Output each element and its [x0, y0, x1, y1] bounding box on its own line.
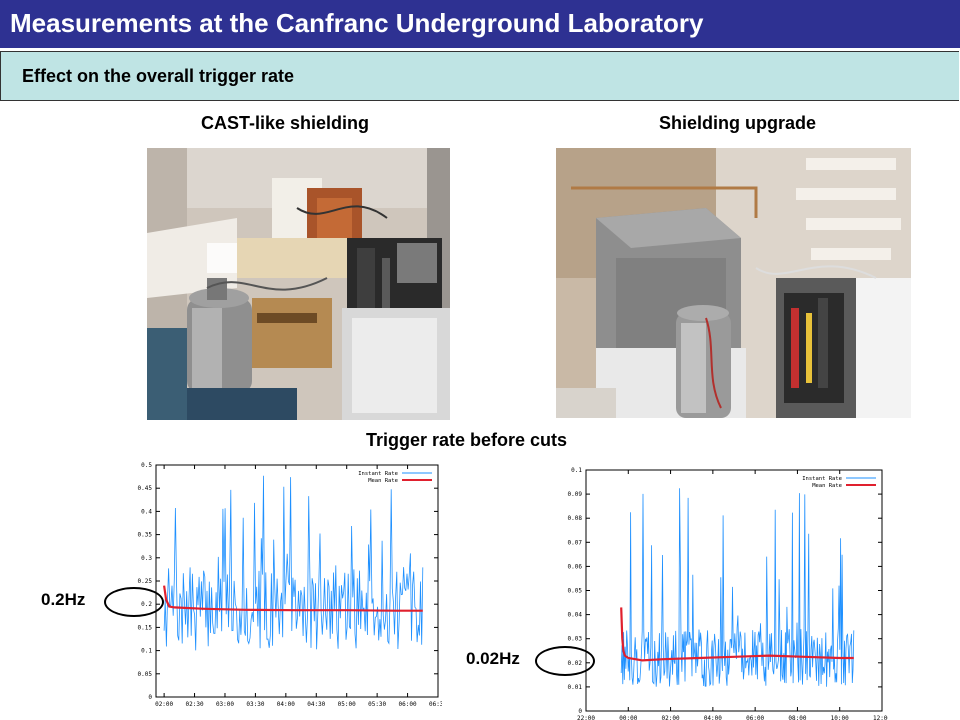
page-subtitle: Effect on the overall trigger rate: [22, 66, 295, 86]
y-tick-label: 0.45: [138, 485, 153, 492]
x-tick-label: 08:00: [788, 715, 806, 720]
x-tick-label: 10:00: [831, 715, 849, 720]
series-mean-rate: [620, 607, 854, 662]
x-tick-label: 02:30: [186, 701, 204, 708]
y-tick-label: 0.07: [568, 539, 583, 546]
x-tick-label: 02:00: [662, 715, 680, 720]
legend-label: Instant Rate: [358, 471, 398, 477]
y-tick-label: 0.4: [141, 508, 152, 515]
x-tick-label: 06:00: [399, 701, 417, 708]
y-tick-label: 0.35: [138, 532, 153, 539]
series-instant-rate: [620, 488, 855, 687]
plots-caption: Trigger rate before cuts: [366, 430, 568, 450]
plot-frame: [155, 464, 439, 698]
x-tick-label: 04:00: [704, 715, 722, 720]
y-tick-label: 0.1: [141, 648, 152, 655]
x-tick-label: 06:30: [429, 701, 442, 708]
legend-label: Instant Rate: [802, 476, 842, 482]
shielding-upgrade-photo: [556, 148, 911, 418]
right-photo-caption: Shielding upgrade: [659, 113, 817, 133]
x-tick-label: 03:00: [216, 701, 234, 708]
rate-highlight-ring-left: [104, 587, 164, 617]
legend-label: Mean Rate: [368, 478, 398, 484]
x-tick-label: 02:00: [155, 701, 173, 708]
y-tick-label: 0.08: [568, 515, 583, 522]
legend-label: Mean Rate: [812, 483, 842, 489]
y-tick-label: 0.15: [138, 624, 153, 631]
rate-annotation-left: 0.2Hz: [41, 590, 86, 609]
x-tick-label: 06:00: [746, 715, 764, 720]
x-tick-label: 05:30: [368, 701, 386, 708]
title-bar: Measurements at the Canfranc Underground…: [0, 0, 960, 48]
y-tick-label: 0.05: [568, 588, 583, 595]
series-mean-rate: [163, 585, 423, 612]
subtitle-bar: Effect on the overall trigger rate: [0, 51, 959, 101]
y-tick-label: 0.04: [568, 612, 583, 619]
y-tick-label: 0: [578, 708, 582, 715]
x-tick-label: 00:00: [619, 715, 637, 720]
y-tick-label: 0.09: [568, 491, 583, 498]
x-tick-label: 05:00: [338, 701, 356, 708]
cast-like-shielding-photo: [147, 148, 450, 420]
rate-highlight-ring-right: [535, 646, 595, 676]
x-tick-label: 04:00: [277, 701, 295, 708]
y-tick-label: 0.01: [568, 684, 583, 691]
page-title: Measurements at the Canfranc Underground…: [10, 8, 704, 38]
chart-left-svg: 00.050.10.150.20.250.30.350.40.450.502:0…: [138, 462, 442, 708]
rate-annotation-right: 0.02Hz: [466, 649, 520, 668]
x-tick-label: 03:30: [246, 701, 264, 708]
series-instant-rate: [163, 475, 424, 651]
y-tick-label: 0.5: [141, 462, 152, 469]
left-photo-caption: CAST-like shielding: [201, 113, 370, 133]
y-tick-label: 0.05: [138, 671, 153, 678]
x-tick-label: 04:30: [307, 701, 325, 708]
y-tick-label: 0.25: [138, 578, 153, 585]
y-tick-label: 0.3: [141, 555, 152, 562]
y-tick-label: 0.03: [568, 636, 583, 643]
y-tick-label: 0: [148, 694, 152, 701]
y-tick-label: 0.1: [571, 467, 582, 474]
y-tick-label: 0.06: [568, 563, 583, 570]
x-tick-label: 22:00: [577, 715, 595, 720]
trigger-rate-chart-upgrade: 0 0.01 0.02 0.03 0.04 0.05 0.06 0.07 0.08 0.09 0.1…: [548, 460, 888, 720]
x-tick-label: 12:00: [873, 715, 888, 720]
trigger-rate-chart-cast-like: 0 0.05 0.1 0.15 0.2 0.25 0.3 0.35 0.4 0.45 0.5 02:0…: [112, 455, 442, 710]
chart-right-svg: 00.010.020.030.040.050.060.070.080.090.1…: [568, 467, 888, 720]
